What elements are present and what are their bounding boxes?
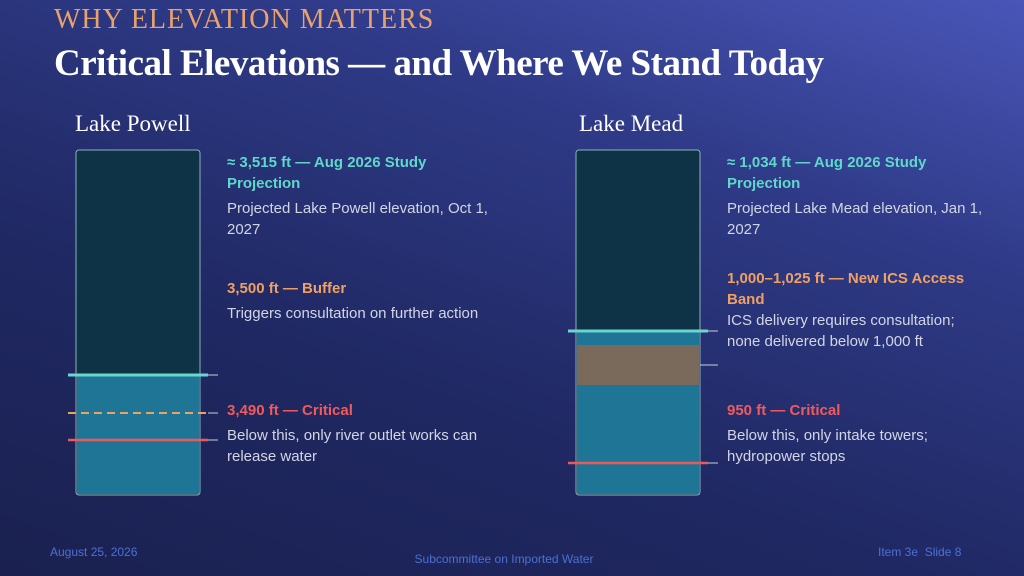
note-heading: 3,490 ft — Critical — [227, 402, 353, 419]
mead-gauge — [568, 149, 718, 496]
note-heading: ≈ 1,034 ft — Aug 2026 Study Projection — [727, 154, 927, 192]
note-body: ICS delivery requires consultation; none… — [727, 312, 955, 350]
kicker: WHY ELEVATION MATTERS — [54, 4, 435, 35]
note-body: Triggers consultation on further action — [227, 305, 479, 322]
note: 3,500 ft — Buffer Triggers consultation … — [227, 278, 492, 324]
panel-title: Lake Mead — [579, 111, 684, 136]
slide-title: Critical Elevations — and Where We Stand… — [54, 43, 824, 84]
note-heading: 950 ft — Critical — [727, 402, 841, 419]
note-body: Below this, only river outlet works can … — [227, 427, 478, 465]
powell-gauge — [68, 149, 218, 496]
note-body: Projected Lake Mead elevation, Jan 1, 20… — [727, 200, 983, 238]
note-heading: 1,000–1,025 ft — New ICS Access Band — [727, 270, 965, 308]
footer-center: Subcommittee on Imported Water — [414, 552, 594, 566]
note-heading: ≈ 3,515 ft — Aug 2026 Study Projection — [227, 154, 427, 192]
note-heading: 3,500 ft — Buffer — [227, 280, 347, 297]
note: 950 ft — Critical Below this, only intak… — [727, 400, 992, 467]
note: 1,000–1,025 ft — New ICS Access Band ICS… — [727, 268, 992, 352]
note: ≈ 1,034 ft — Aug 2026 Study Projection P… — [727, 152, 992, 240]
ics-band — [577, 345, 699, 385]
note: ≈ 3,515 ft — Aug 2026 Study Projection P… — [227, 152, 492, 240]
note: 3,490 ft — Critical Below this, only riv… — [227, 400, 492, 467]
note-body: Below this, only intake towers; hydropow… — [727, 427, 928, 465]
footer-slide: Item 3e Slide 8 — [878, 545, 962, 559]
panel-title: Lake Powell — [75, 111, 191, 136]
water-fill — [77, 375, 199, 494]
note-body: Projected Lake Powell elevation, Oct 1, … — [227, 200, 488, 238]
footer-date: August 25, 2026 — [50, 545, 138, 559]
